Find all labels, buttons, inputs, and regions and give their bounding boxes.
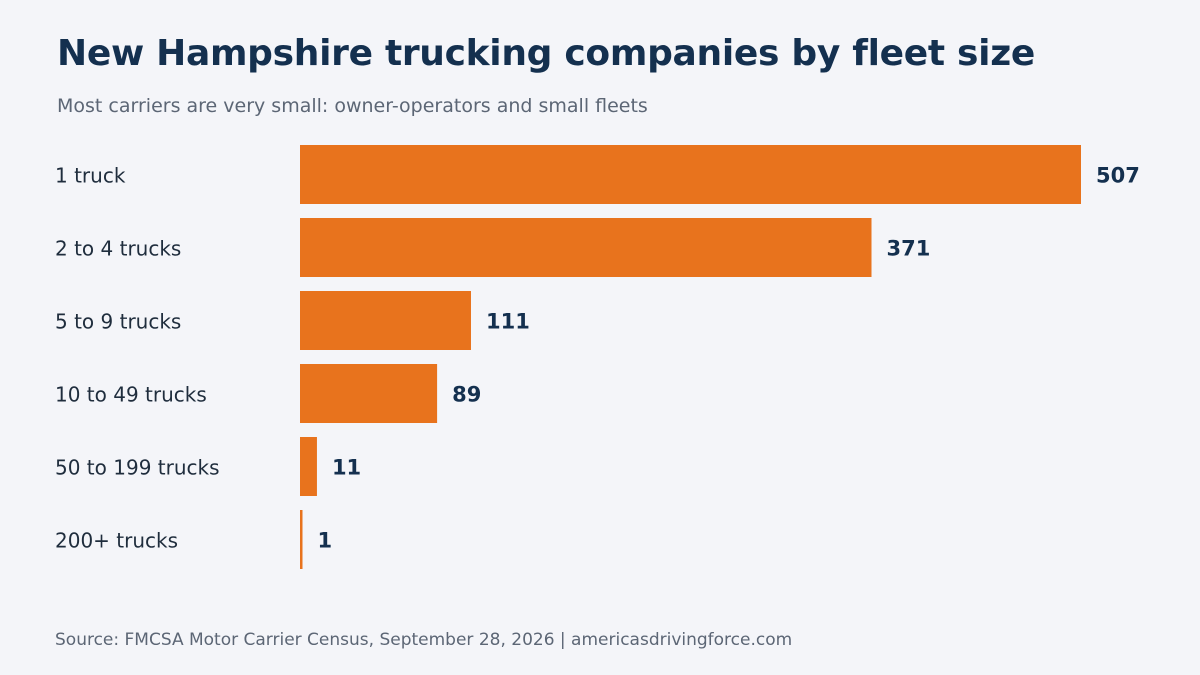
chart-subtitle: Most carriers are very small: owner-oper… [57,95,648,117]
bar [300,510,303,569]
bar [300,218,872,277]
chart-title: New Hampshire trucking companies by flee… [57,33,1035,74]
bar [300,145,1081,204]
value-label: 1 [318,529,333,553]
category-label: 10 to 49 trucks [55,383,207,407]
bar [300,437,317,496]
value-label: 371 [887,237,931,261]
value-label: 111 [486,310,530,334]
category-label: 2 to 4 trucks [55,237,181,261]
value-label: 11 [332,456,361,480]
bar [300,364,438,423]
bar [300,291,471,350]
value-label: 507 [1096,164,1140,188]
category-label: 5 to 9 trucks [55,310,181,334]
category-label: 1 truck [55,164,126,188]
category-label: 50 to 199 trucks [55,456,220,480]
category-label: 200+ trucks [55,529,178,553]
source-note: Source: FMCSA Motor Carrier Census, Sept… [55,630,793,650]
value-label: 89 [452,383,481,407]
